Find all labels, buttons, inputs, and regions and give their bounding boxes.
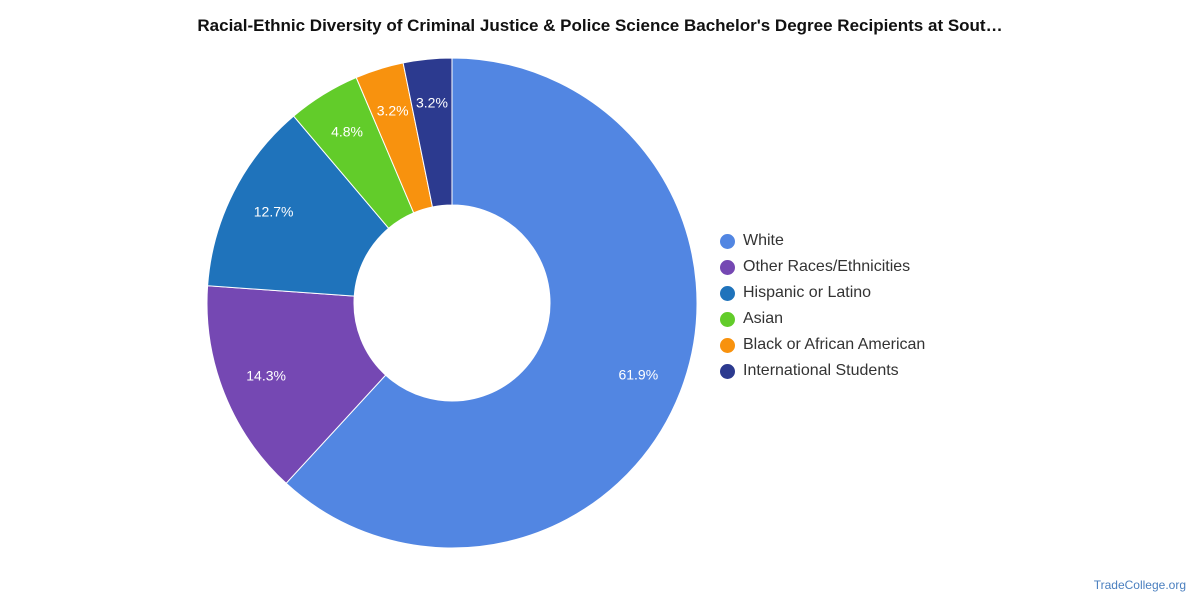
legend-swatch-icon (720, 285, 735, 301)
legend-label: Black or African American (743, 336, 926, 353)
legend-label: Other Races/Ethnicities (743, 258, 911, 275)
legend-label: International Students (743, 362, 899, 379)
slice-label-asian: 4.8% (331, 123, 363, 139)
legend-item-white[interactable]: White (720, 228, 925, 254)
slice-label-hispanic-or-latino: 12.7% (254, 203, 294, 219)
legend-swatch-icon (720, 233, 735, 249)
legend-label: White (743, 232, 784, 249)
slice-other-races-ethnicities[interactable] (206, 285, 387, 484)
legend-swatch-icon (720, 311, 735, 327)
slice-label-white: 61.9% (618, 366, 658, 382)
slice-label-international-students: 3.2% (416, 95, 448, 111)
legend-swatch-icon (720, 259, 735, 275)
legend-item-hispanic-or-latino[interactable]: Hispanic or Latino (720, 280, 925, 306)
slice-label-other-races-ethnicities: 14.3% (246, 368, 286, 384)
slice-hispanic-or-latino[interactable] (207, 115, 390, 297)
slice-white[interactable] (285, 57, 698, 549)
legend-swatch-icon (720, 337, 735, 353)
credit-text[interactable]: TradeCollege.org (1093, 578, 1186, 592)
legend-item-asian[interactable]: Asian (720, 306, 925, 332)
legend-label: Hispanic or Latino (743, 284, 872, 301)
slice-international-students[interactable] (402, 57, 453, 208)
legend-swatch-icon (720, 363, 735, 379)
slices (206, 57, 698, 549)
chart-title: Racial-Ethnic Diversity of Criminal Just… (197, 16, 1003, 35)
slice-label-black-or-african-american: 3.2% (377, 103, 409, 119)
legend-item-international-students[interactable]: International Students (720, 358, 925, 384)
legend-item-other-races-ethnicities[interactable]: Other Races/Ethnicities (720, 254, 925, 280)
legend-item-black-or-african-american[interactable]: Black or African American (720, 332, 925, 358)
legend: White Other Races/Ethnicities Hispanic or … (720, 228, 925, 384)
slice-labels: 61.9% 14.3% 12.7% 4.8% 3.2% 3.2% (246, 95, 658, 384)
legend-label: Asian (743, 310, 784, 327)
